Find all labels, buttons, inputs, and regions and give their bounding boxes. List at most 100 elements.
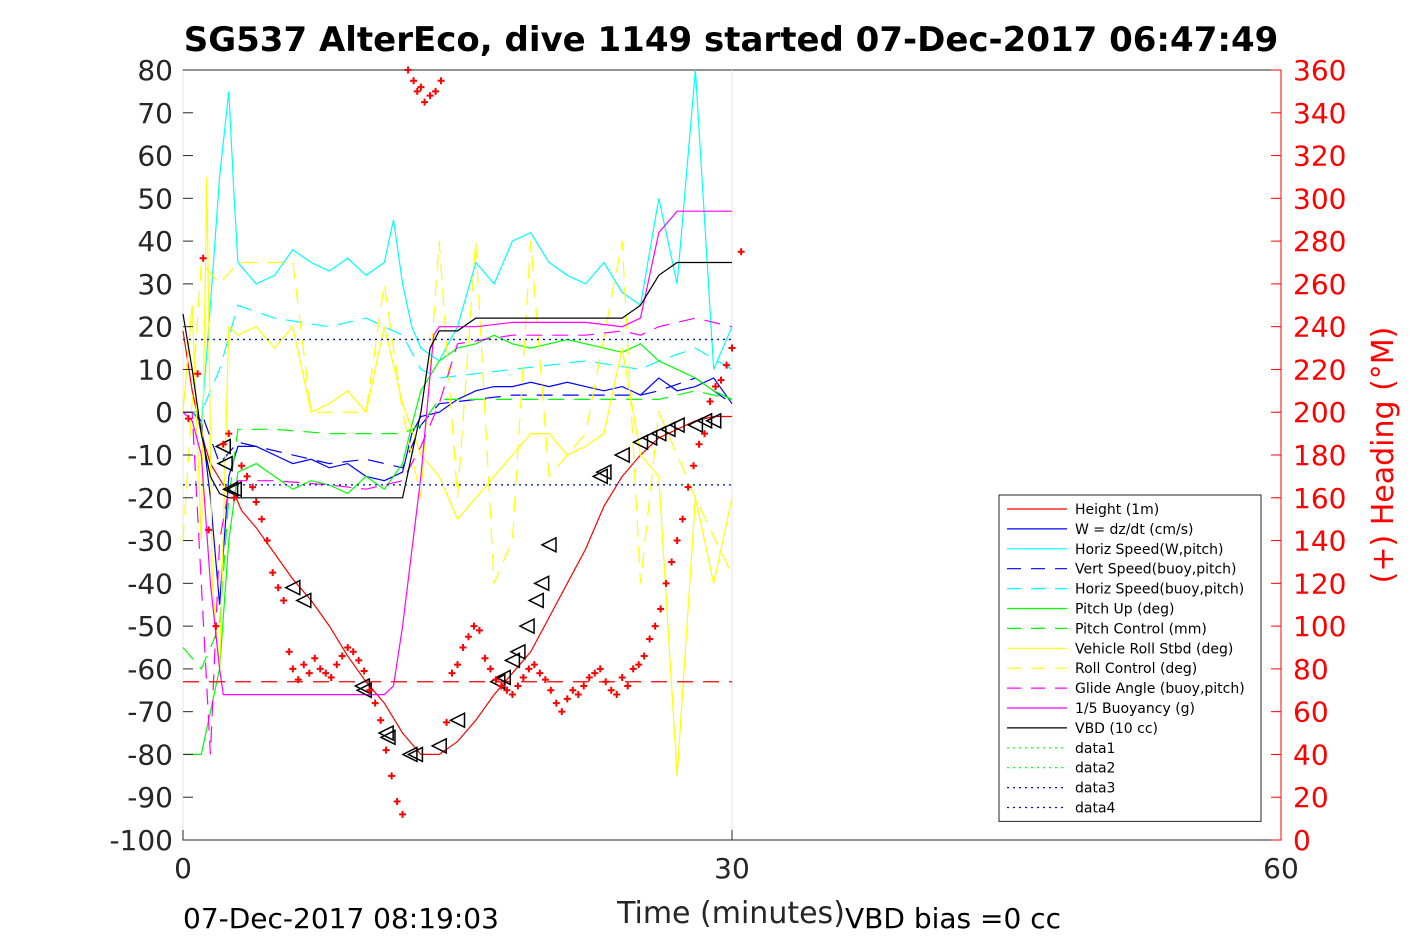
legend-label: W = dz/dt (cm/s): [1075, 522, 1194, 538]
heading-point: [737, 248, 745, 256]
legend-label: Horiz Speed(buoy,pitch): [1075, 582, 1244, 598]
y2-tick-label: 60: [1293, 696, 1329, 729]
footer-timestamp: 07-Dec-2017 08:19:03: [183, 902, 499, 935]
series-layer: [182, 69, 733, 776]
series-line: [182, 390, 733, 671]
heading-point: [690, 462, 698, 470]
series-line: [182, 240, 733, 584]
heading-point: [437, 77, 445, 85]
heading-point: [238, 462, 246, 470]
heading-point: [417, 83, 425, 91]
y2-tick-label: 300: [1293, 182, 1346, 215]
x-axis-label: Time (minutes): [616, 896, 845, 931]
heading-point: [541, 676, 549, 684]
y-tick-label: 80: [137, 54, 173, 87]
y-tick-label: -60: [127, 653, 173, 686]
heading-point: [360, 667, 368, 675]
heading-point: [591, 669, 599, 677]
data-point: [221, 481, 239, 498]
heading-point: [184, 415, 192, 423]
heading-point: [475, 626, 483, 634]
heading-point: [519, 673, 527, 681]
data-point: [540, 536, 557, 554]
heading-point: [613, 691, 621, 699]
heading-point: [552, 699, 560, 707]
heading-point: [574, 691, 582, 699]
data-point: [518, 617, 535, 635]
heading-point: [294, 676, 302, 684]
x-tick-label: 0: [174, 852, 192, 885]
heading-point: [558, 708, 566, 716]
data-point: [401, 746, 418, 763]
heading-point: [514, 682, 522, 690]
legend-label: Vert Speed(buoy,pitch): [1075, 562, 1237, 578]
heading-point: [651, 622, 659, 630]
y2-tick-label: 120: [1293, 567, 1346, 600]
heading-point: [706, 398, 714, 406]
data-point: [631, 433, 649, 451]
heading-point: [269, 569, 277, 577]
series-line: [182, 210, 732, 696]
data-point: [448, 712, 466, 729]
heading-point: [640, 652, 648, 660]
y-tick-label: -30: [127, 525, 173, 558]
heading-point: [547, 686, 555, 694]
legend: Height (1m) W = dz/dt (cm/s) Horiz Speed(W…: [998, 494, 1262, 822]
y-tick-label: 20: [137, 311, 173, 344]
heading-point: [486, 665, 494, 673]
y-tick-label: -90: [127, 781, 173, 814]
legend-label: data2: [1075, 761, 1115, 777]
y-tick-label: -80: [127, 738, 173, 771]
heading-point: [274, 584, 282, 592]
heading-point: [525, 665, 533, 673]
heading-point: [199, 254, 207, 262]
data-point: [695, 412, 713, 429]
heading-point: [668, 558, 676, 566]
heading-point: [701, 430, 709, 438]
heading-point: [243, 472, 251, 480]
heading-point: [454, 661, 461, 669]
y-tick-label: 0: [155, 396, 173, 429]
heading-point: [421, 98, 429, 106]
heading-point: [404, 66, 412, 74]
axes: 80706050403020100-10-20-30-40-50-60-70-8…: [109, 54, 1346, 885]
heading-point: [263, 537, 271, 545]
heading-point: [492, 676, 500, 684]
heading-point: [679, 515, 687, 523]
heading-point: [569, 686, 577, 694]
heading-point: [252, 498, 260, 506]
y2-tick-label: 220: [1293, 353, 1346, 386]
heading-point: [580, 682, 588, 690]
heading-point: [413, 87, 421, 95]
y2-tick-label: 240: [1293, 311, 1346, 344]
heading-point: [388, 772, 396, 780]
heading-point: [327, 673, 335, 681]
y-tick-label: -10: [127, 439, 173, 472]
y2-tick-label: 160: [1293, 482, 1346, 515]
heading-point: [481, 654, 489, 662]
y-tick-label: -100: [109, 824, 173, 857]
heading-point: [443, 718, 451, 726]
legend-label: Height (1m): [1075, 502, 1159, 518]
data-point: [295, 592, 312, 609]
y-tick-label: 30: [137, 268, 173, 301]
y2-tick-label: 280: [1293, 225, 1346, 258]
heading-point: [225, 430, 233, 438]
data-point: [533, 575, 550, 592]
heading-point: [311, 654, 319, 662]
heading-point: [338, 652, 346, 660]
heading-point: [662, 579, 670, 587]
legend-label: data1: [1075, 741, 1115, 757]
heading-point: [624, 682, 632, 690]
data-point: [527, 592, 544, 609]
legend-label: VBD (10 cc): [1075, 721, 1158, 737]
data-point: [216, 455, 233, 472]
data-point: [668, 416, 685, 434]
y2-tick-label: 40: [1293, 738, 1329, 771]
data-point: [430, 737, 447, 755]
data-point: [686, 416, 704, 434]
heading-point: [602, 678, 610, 686]
legend-label: 1/5 Buoyancy (g): [1075, 701, 1195, 717]
y2-tick-label: 260: [1293, 268, 1346, 301]
y-tick-label: 60: [137, 140, 173, 173]
